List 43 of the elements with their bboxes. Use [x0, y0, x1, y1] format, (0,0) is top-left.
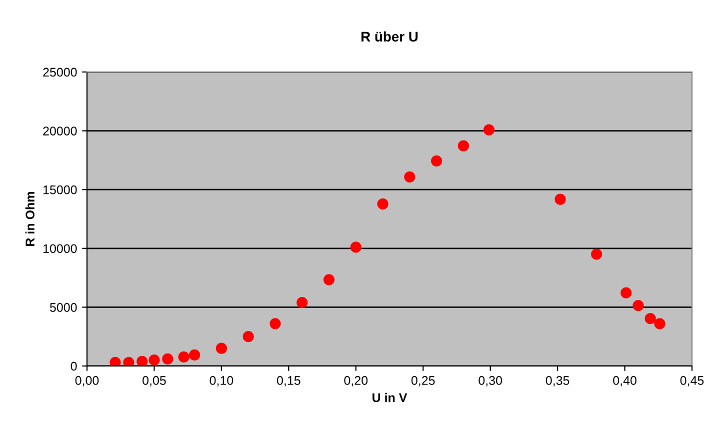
x-axis-title: U in V — [372, 392, 408, 402]
y-tick-label: 0 — [70, 362, 77, 371]
point — [162, 353, 174, 364]
x-tick-label: 0,30 — [478, 376, 502, 386]
x-tick-label: 0,10 — [210, 376, 234, 386]
point — [216, 342, 227, 354]
point — [404, 171, 416, 182]
point — [590, 248, 602, 260]
point — [377, 198, 388, 210]
x-tick-label: 0,20 — [344, 376, 368, 386]
x-tick-label: 0,40 — [613, 376, 636, 386]
x-tick-label: 0,35 — [546, 376, 570, 386]
y-tick-label: 15000 — [43, 185, 77, 194]
x-tick-label: 0,00 — [75, 376, 99, 386]
x-tick-label: 0,15 — [276, 376, 300, 386]
point — [654, 318, 666, 330]
point — [242, 331, 254, 342]
point — [189, 349, 200, 360]
point — [178, 351, 190, 362]
point — [644, 313, 656, 324]
y-tick-label: 10000 — [43, 244, 77, 254]
point — [554, 194, 566, 205]
point — [148, 354, 160, 366]
point — [458, 140, 469, 152]
x-tick-label: 0,05 — [142, 376, 166, 386]
y-tick-label: 25000 — [43, 68, 77, 77]
y-tick-label: 5000 — [50, 303, 77, 312]
chart-title: R über U — [361, 31, 418, 42]
point — [110, 356, 121, 366]
point — [323, 274, 335, 286]
x-tick-label: 0,45 — [680, 376, 704, 386]
point — [620, 287, 632, 298]
point — [632, 300, 644, 312]
y-tick-label: 20000 — [43, 126, 77, 136]
point — [123, 356, 134, 366]
point — [350, 242, 362, 253]
x-tick-label: 0,25 — [411, 376, 435, 386]
point — [431, 155, 442, 166]
point — [136, 356, 148, 366]
y-axis-title: R in Ohm — [25, 192, 34, 246]
point — [483, 124, 495, 136]
point — [296, 296, 308, 308]
point — [270, 318, 281, 330]
